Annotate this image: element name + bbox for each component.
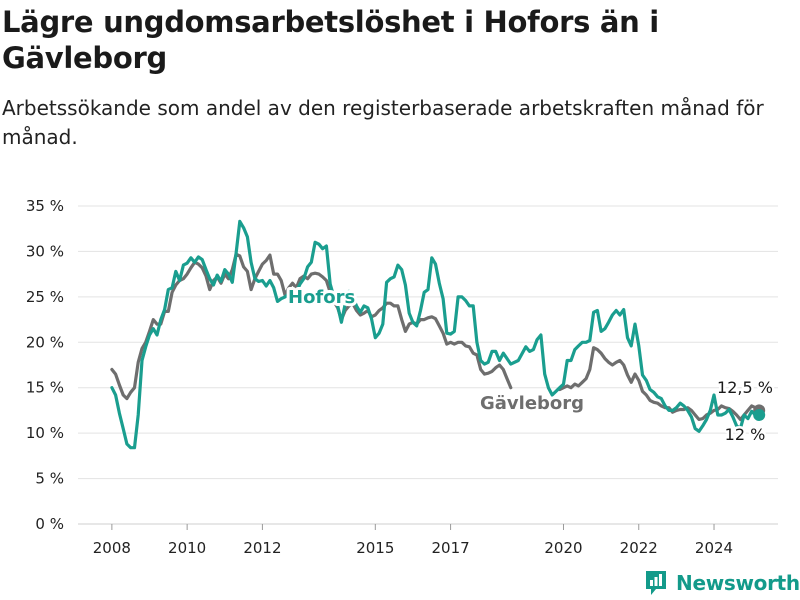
y-tick-label: 35 % [26, 197, 64, 215]
newsworthy-logo-icon [646, 571, 666, 595]
x-tick-label: 2024 [695, 539, 733, 557]
end-label-gavleborg: 12,5 % [717, 378, 773, 397]
x-tick-label: 2015 [356, 539, 394, 557]
x-axis: 2008 2010 2012 2015 2017 2020 2022 2024 [93, 524, 733, 557]
y-tick-label: 15 % [26, 379, 64, 397]
y-tick-label: 20 % [26, 333, 64, 351]
end-label-hofors-halo: 12 % [725, 425, 766, 444]
series-end-dot-hofors [753, 408, 766, 421]
x-tick-label: 2022 [620, 539, 658, 557]
end-label-gavleborg-halo: 12,5 % [717, 378, 773, 397]
series-line-hofors [110, 219, 761, 450]
series-line-gavleborg [110, 252, 761, 422]
x-tick-label: 2008 [93, 539, 131, 557]
series-name-hofors-halo: Hofors [288, 287, 355, 308]
series-name-hofors: Hofors [288, 287, 355, 308]
y-tick-label: 25 % [26, 288, 64, 306]
x-tick-label: 2012 [243, 539, 281, 557]
y-axis: 0 % 5 % 10 % 15 % 20 % 25 % 30 % 35 % [26, 197, 64, 533]
y-tick-label: 30 % [26, 242, 64, 260]
gridlines [78, 205, 778, 525]
y-tick-label: 5 % [35, 470, 64, 488]
chart-subtitle: Arbetssökande som andel av den registerb… [2, 96, 764, 149]
series-name-gavleborg-halo: Gävleborg [480, 393, 584, 414]
x-tick-label: 2020 [544, 539, 582, 557]
line-chart: 0 %5 %10 %15 %20 %25 %30 %35 % 2008 2010 2… [26, 197, 778, 557]
y-tick-label: 0 % [35, 515, 64, 533]
chart-title: Lägre ungdomsarbetslöshet i Hofors än i … [2, 5, 659, 75]
x-tick-label: 2010 [168, 539, 206, 557]
newsworthy-logo: Newsworthy [644, 568, 800, 598]
x-tick-label: 2017 [431, 539, 469, 557]
series-name-gavleborg: Gävleborg [480, 393, 584, 414]
brand-name: Newsworthy [676, 571, 800, 595]
y-tick-label: 10 % [26, 424, 64, 442]
end-label-hofors: 12 % [725, 425, 766, 444]
series-lines [110, 219, 766, 450]
